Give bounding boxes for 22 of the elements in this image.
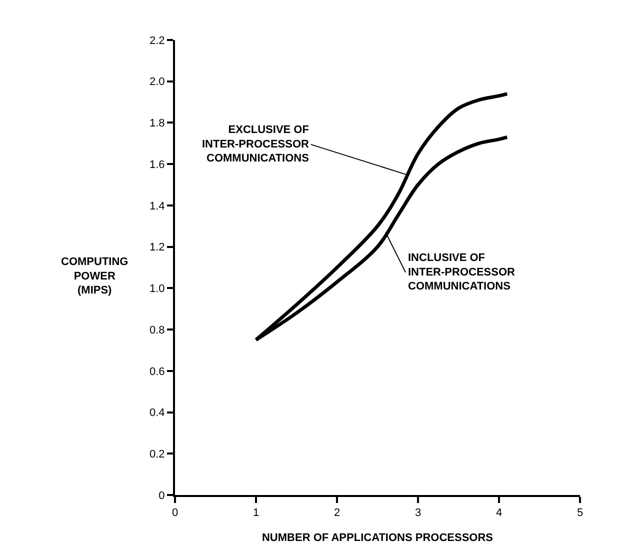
- y-tick-label: 1.2: [150, 242, 165, 254]
- y-tick-label: 0.6: [150, 366, 165, 378]
- x-axis-title: NUMBER OF APPLICATIONS PROCESSORS: [262, 532, 494, 544]
- y-axis-title: COMPUTING POWER (MIPS): [61, 256, 128, 297]
- y-tick-label: 0.4: [150, 407, 165, 420]
- x-tick-label: 0: [172, 507, 178, 520]
- y-tick-label: 1.6: [150, 158, 165, 171]
- x-tick-label: 2: [334, 507, 340, 520]
- x-tick-label: 3: [414, 507, 422, 520]
- y-tick-label: 2.0: [150, 76, 165, 88]
- x-tick-label: 1: [252, 507, 260, 520]
- y-tick-label: 2.2: [150, 34, 165, 47]
- y-tick-label: 1.8: [150, 118, 165, 130]
- y-tick-label: 0.2: [150, 448, 165, 460]
- annotation: EXCLUSIVE OF INTER-PROCESSOR COMMUNICATIONS: [202, 124, 310, 165]
- y-tick-label: 0: [158, 490, 165, 502]
- y-tick-label: 0.8: [150, 324, 165, 336]
- y-tick-label: 1.4: [150, 200, 165, 212]
- x-tick-label: 5: [576, 507, 584, 520]
- annotation: INCLUSIVE OF INTER-PROCESSOR COMMUNICATIONS: [408, 252, 516, 293]
- x-tick-label: 4: [496, 507, 502, 520]
- y-tick-label: 1.0: [150, 283, 165, 296]
